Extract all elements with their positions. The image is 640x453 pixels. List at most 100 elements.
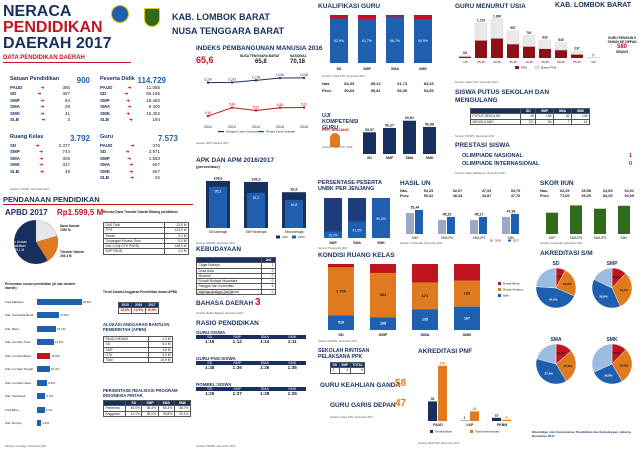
- kual-value: 91,7%: [362, 39, 372, 43]
- ukg-bar: [363, 132, 376, 154]
- rasio-value: 1:12: [232, 339, 242, 344]
- unbk-value: 16,7%: [328, 234, 338, 238]
- kv-row: SLB ➜ 3: [10, 117, 70, 123]
- hun-source: Sumber: Puspendik, November 2017: [400, 242, 443, 245]
- pnf-category: PAUD: [433, 423, 443, 427]
- apm-value: 95,2: [215, 190, 222, 194]
- table-cell: MENGULANG: [469, 118, 522, 125]
- prestasi-source: Sumber: Ditjen Dikdasmen, November 2017: [455, 172, 506, 175]
- rasio-cols: SD SMP SMA SMK: [196, 335, 306, 339]
- table-header: SD: [520, 107, 537, 115]
- kondisi-heading: KONDISI RUANG KELAS: [318, 252, 395, 259]
- akred-heading: AKREDITASI S/M: [540, 250, 593, 257]
- kual-heading: KUALIFIKASI GURU: [318, 3, 381, 10]
- kv-row: SMP ➜ 1.553: [100, 156, 160, 162]
- rasio-col-label: SMP: [233, 387, 242, 391]
- akred-slice-label: 23,8%: [563, 282, 572, 286]
- hun-bar-2017: [415, 209, 423, 234]
- pensiun-label: GURU PENSIUN 5 TAHUN KE DEPAN: [607, 36, 637, 44]
- persen-bar-row: Kab. Sumbawa Barat 17,8%: [5, 309, 95, 323]
- table-header: SMK: [173, 399, 192, 407]
- arrow-icon: ➜: [39, 162, 44, 168]
- persen-bar-label: Kab. Lombok Utara: [5, 380, 31, 385]
- rasio-col-label: SMA: [260, 335, 269, 339]
- table-cell: 721: [520, 118, 537, 125]
- persen-bar-row: Kab. Bima 15,2%: [5, 322, 95, 336]
- score-row: Nas. 63,25 65,98 63,65 62,61: [540, 189, 640, 194]
- unbk-source: Sumber: Puspendik, 2017: [318, 247, 348, 250]
- rasio-values: 1:25 1:27 1:28 1:25: [196, 391, 306, 396]
- kv-row: PAUD ➜ 386: [10, 85, 70, 91]
- kv-value: 3.971: [148, 149, 160, 155]
- apk-heading: APK DAN APM 2016/2017: [196, 157, 275, 164]
- score-cell: 65,98: [581, 189, 591, 193]
- sp-total: 900: [76, 76, 90, 85]
- apm-bar: [209, 186, 227, 228]
- trend-table: 2015 2016 2017 15,8% 13,9% 10,6%: [117, 301, 160, 314]
- usia-category: <25: [462, 60, 467, 64]
- kondisi-value: 186: [464, 291, 471, 296]
- rls-point: [254, 109, 258, 112]
- kual-category: SMP: [363, 67, 371, 71]
- persen-bar-row: Kab. Sumbawa 6,7%: [5, 390, 95, 404]
- kv-row: SLB ➜ 184: [100, 117, 160, 123]
- akred-slice: [611, 349, 633, 382]
- score-cell: 48,33: [452, 194, 463, 198]
- hun-bar-2016: [406, 212, 414, 234]
- ukg-sub: PER JENJANG: [322, 128, 349, 132]
- usia-bar-bukan: [506, 30, 520, 45]
- ukg-value: 56,88: [425, 122, 434, 126]
- apm-bar: [285, 199, 303, 228]
- kondisi-baik: [370, 317, 396, 330]
- apk-sub: (persentase): [196, 164, 220, 169]
- kv-key: SMK: [10, 162, 20, 168]
- persen-bar-row: Kota Mataram 35,8%: [5, 295, 95, 309]
- legend-2016: 2016: [495, 239, 502, 243]
- table-cell: 10,6%: [144, 307, 160, 314]
- usia-value: 84: [463, 51, 467, 55]
- rls-point: [302, 106, 306, 109]
- rls-point: [278, 106, 282, 109]
- pd-label: Peserta Didik: [100, 76, 135, 82]
- table-cell: 123,9 M: [163, 227, 190, 234]
- kv-value: 305: [62, 155, 70, 161]
- rasio-block: GURU:SISWA SD SMP SMA SMK 1:16 1:12 1:14 1:11 GUR…: [196, 330, 306, 396]
- kv-value: 41: [64, 110, 70, 116]
- kv-value: 667: [152, 168, 160, 174]
- usia-bar-pns: [507, 44, 519, 58]
- table-row: DAU (Gaji GTK PNSD) 148,9 M: [103, 243, 190, 250]
- kv-key: SMA: [10, 155, 20, 161]
- kv-key: SMK: [100, 168, 110, 174]
- kv-key: SMA: [10, 104, 20, 110]
- hun-chart: 51,44 SMP 45,19 SMA IPA 45,17 SMA IPS 47,94 SMK…: [406, 205, 520, 243]
- iiun-table: Nas. 63,25 65,98 63,65 62,61 Prov. 71,09 95,29 8…: [540, 189, 640, 199]
- table-cell: Total: [102, 357, 150, 364]
- kv-row: SMP ➜ 744: [10, 149, 70, 155]
- hun-bar-2016: [438, 219, 446, 234]
- akred-slice-label: 26,8%: [604, 373, 613, 377]
- akred-slice: [535, 267, 557, 289]
- rasio-value: 1:26: [232, 365, 242, 370]
- rasio-col-label: SMK: [288, 335, 297, 339]
- kondisi-baik: [328, 315, 354, 330]
- kv-row: SMA ➜ 29: [10, 104, 70, 110]
- kual-cell: 61,74: [397, 81, 408, 86]
- apk-value: 82,6: [291, 188, 298, 192]
- hls-point: [230, 81, 234, 84]
- kv-value: 84: [64, 97, 70, 103]
- kv-value: 1.553: [148, 155, 160, 161]
- ukg-category: SMK: [426, 156, 434, 160]
- rasio-value: 1:26: [260, 365, 270, 370]
- legend-pnf-b: Tidak terakreditasi: [475, 430, 500, 434]
- score-cell: 84,25: [602, 194, 613, 198]
- score-row-label: Prov.: [540, 194, 550, 198]
- prestasi-row: OLIMPIADE NASIONAL 1: [462, 153, 632, 161]
- table-cell: Anggaran: [102, 410, 127, 417]
- kondisi-chart: 1.700 519 SD 584 168 SMP 174 135 SMA 186 167 SMK Rus…: [328, 264, 523, 337]
- rasio-value: 1:35: [287, 365, 297, 370]
- usia-bar-bukan: [490, 18, 504, 39]
- rls-label: 5,16: [205, 111, 212, 115]
- persen-bar-row: Kab. Lombok Barat 10,6%: [5, 349, 95, 363]
- arrow-icon: ➜: [39, 155, 44, 161]
